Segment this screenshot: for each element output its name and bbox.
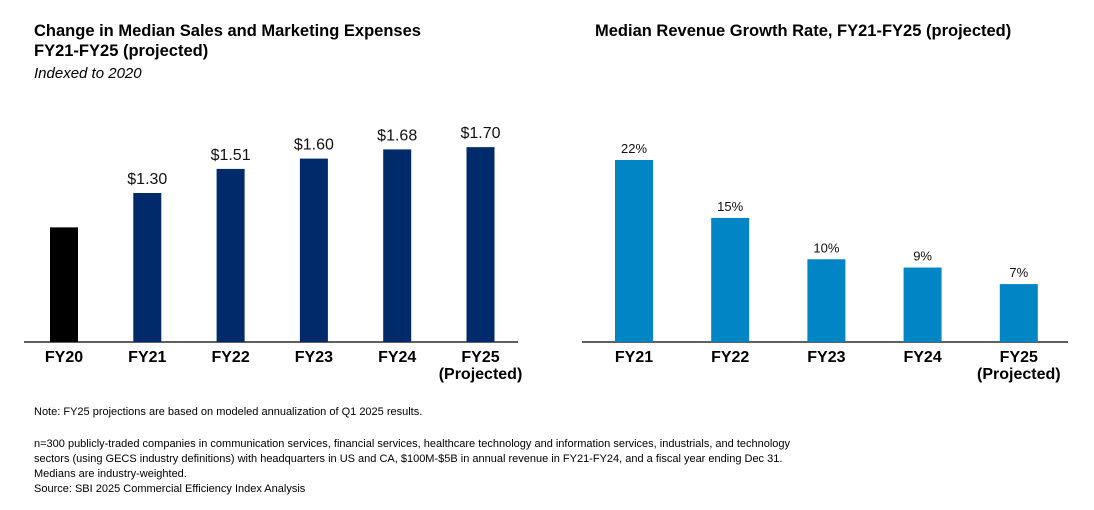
left-tick-label: (Projected) xyxy=(439,366,523,383)
footnote-line: sectors (using GECS industry definitions… xyxy=(34,453,783,465)
left-data-label: $1.51 xyxy=(211,147,251,164)
left-chart-subtitle: Indexed to 2020 xyxy=(34,65,142,82)
footnote-line: Medians are industry-weighted. xyxy=(34,468,187,480)
left-tick-label: FY22 xyxy=(211,349,249,366)
left-bar-fy25 xyxy=(466,147,495,342)
right-bar-fy21 xyxy=(615,160,653,342)
right-bar-fy25 xyxy=(999,284,1038,342)
right-tick-label: (Projected) xyxy=(977,366,1061,383)
left-data-label: $1.30 xyxy=(127,171,167,188)
left-tick-label: FY23 xyxy=(295,349,333,366)
right-bar-fy23 xyxy=(807,259,846,342)
right-tick-label: FY21 xyxy=(615,349,653,366)
left-bar-fy21 xyxy=(133,192,162,342)
left-data-label: $1.60 xyxy=(294,137,334,154)
footnote-line: n=300 publicly-traded companies in commu… xyxy=(34,438,791,450)
right-chart-title: Median Revenue Growth Rate, FY21-FY25 (p… xyxy=(595,22,1012,40)
right-bar-fy24 xyxy=(903,267,942,342)
footnote-line: Source: SBI 2025 Commercial Efficiency I… xyxy=(34,483,306,495)
right-bar-chart: 22% FY21 15% FY22 10% FY23 9% FY24 7% FY25(Projec… xyxy=(582,141,1068,383)
footnote-methodology: n=300 publicly-traded companies in commu… xyxy=(34,437,790,497)
right-tick-label: FY25 xyxy=(1000,349,1038,366)
left-data-label: $1.70 xyxy=(460,125,500,142)
right-data-label: 22% xyxy=(621,141,647,156)
left-tick-label: FY20 xyxy=(45,349,83,366)
left-data-label: $1.68 xyxy=(377,127,417,144)
right-bar-fy22 xyxy=(711,217,750,342)
left-tick-label: FY25 xyxy=(461,349,499,366)
left-bar-fy23 xyxy=(299,158,328,342)
left-bar-fy22 xyxy=(216,168,245,342)
left-tick-label: FY21 xyxy=(128,349,166,366)
footnote-projection: Note: FY25 projections are based on mode… xyxy=(34,406,423,418)
left-chart-title-line1: Change in Median Sales and Marketing Exp… xyxy=(34,22,421,40)
left-bar-fy20 xyxy=(50,227,78,342)
right-data-label: 15% xyxy=(717,199,743,214)
right-data-label: 9% xyxy=(913,249,932,264)
left-bar-fy24 xyxy=(383,149,412,342)
right-tick-label: FY24 xyxy=(903,349,941,366)
right-tick-label: FY23 xyxy=(807,349,845,366)
right-data-label: 10% xyxy=(813,240,839,255)
left-tick-label: FY24 xyxy=(378,349,416,366)
left-bar-chart: FY20 $1.30 FY21 $1.51 FY22 $1.60 FY23 $1.68 FY24… xyxy=(24,125,522,383)
right-data-label: 7% xyxy=(1009,265,1028,280)
left-chart-title-line2: FY21-FY25 (projected) xyxy=(34,42,209,60)
right-tick-label: FY22 xyxy=(711,349,749,366)
